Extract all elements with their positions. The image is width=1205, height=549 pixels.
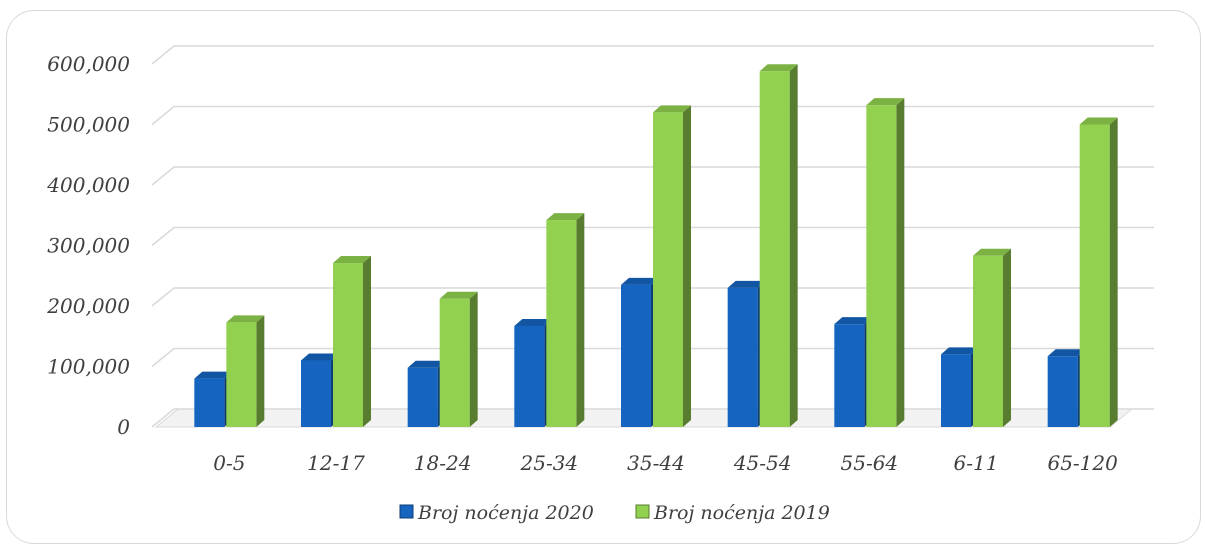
bar-front: [727, 287, 758, 427]
bar-front: [194, 378, 225, 427]
bar-front: [866, 105, 897, 427]
bar-top: [1079, 117, 1118, 125]
bar-top: [973, 248, 1011, 256]
legend-swatch: [399, 504, 414, 519]
bar-front: [301, 360, 331, 427]
bars: [194, 64, 1118, 428]
bar-front: [973, 255, 1003, 427]
bar-front: [834, 324, 865, 427]
y-tick-label: 300,000: [47, 234, 130, 258]
bar-front: [226, 322, 257, 427]
bar-front: [407, 367, 438, 427]
bar-side: [256, 315, 265, 427]
legend-item: Broj noćenja 2019: [635, 502, 830, 524]
gridline: [151, 347, 1154, 368]
bar-side: [363, 256, 371, 427]
x-tick-label: 6-11: [954, 451, 999, 475]
bar-top: [941, 347, 979, 355]
bar-side: [1003, 248, 1011, 427]
bar-side: [1109, 117, 1118, 427]
bar: [653, 105, 691, 428]
bar-top: [514, 318, 553, 326]
y-tick-label: 0: [117, 415, 130, 439]
bar-front: [514, 325, 545, 427]
bar-top: [621, 277, 659, 285]
bar-top: [1047, 349, 1086, 357]
bar: [333, 256, 371, 427]
bar-top: [546, 213, 585, 221]
bar-side: [683, 105, 691, 428]
x-tick-label: 18-24: [414, 451, 472, 475]
bar-side: [789, 64, 798, 427]
bar-front: [941, 354, 971, 427]
bar-top: [727, 280, 766, 288]
legend-item: Broj noćenja 2020: [399, 502, 594, 524]
gridline: [151, 226, 1154, 247]
legend-swatch: [635, 504, 650, 519]
bar-top: [653, 105, 691, 113]
x-tick-label: 55-64: [841, 451, 899, 475]
x-tick-label: 65-120: [1047, 451, 1118, 475]
bar-front: [333, 263, 363, 427]
bar: [759, 64, 798, 427]
bar-top: [759, 64, 798, 72]
bar-front: [439, 298, 470, 427]
gridline: [151, 45, 1154, 65]
y-tick-label: 400,000: [46, 173, 130, 197]
gridline: [151, 105, 1154, 126]
bar: [866, 98, 905, 427]
bar-front: [1047, 356, 1078, 427]
x-tick-label: 25-34: [520, 451, 579, 475]
bar-top: [866, 98, 905, 106]
bar-front: [653, 112, 683, 428]
bar-front: [1079, 124, 1110, 427]
x-tick-label: 0-5: [213, 451, 245, 475]
bar-front: [759, 71, 790, 427]
x-axis: 0-5 12-17 18-24 25-34 35-44 45-54 55-64 6-11 65-…: [213, 451, 1118, 475]
legend-label: Broj noćenja 2019: [653, 502, 830, 524]
bar-front: [546, 220, 577, 427]
bar: [1079, 117, 1118, 427]
bar-front: [621, 284, 651, 427]
y-tick-label: 200,000: [46, 294, 130, 318]
bar-top: [333, 256, 371, 264]
legend-label: Broj noćenja 2020: [417, 502, 594, 524]
bar-top: [194, 371, 233, 379]
x-tick-label: 12-17: [307, 451, 365, 475]
bar-top: [407, 360, 446, 368]
bar: [546, 213, 585, 427]
bar: [439, 291, 478, 427]
bar-top: [301, 353, 339, 361]
x-tick-label: 45-54: [733, 451, 792, 475]
bar: [226, 315, 265, 427]
bar-side: [576, 213, 585, 427]
y-tick-label: 500,000: [47, 113, 130, 137]
x-tick-label: 35-44: [627, 451, 685, 475]
gridline: [151, 166, 1154, 186]
bar: [973, 248, 1011, 427]
y-tick-label: 600,000: [47, 52, 130, 76]
y-axis: 0 100,000 200,000 300,000 400,000 500,000 600,…: [46, 52, 130, 439]
bar-side: [469, 291, 478, 427]
bar-top: [439, 291, 478, 299]
gridline: [151, 287, 1154, 307]
y-tick-label: 100,000: [47, 355, 130, 379]
legend: Broj noćenja 2020 Broj noćenja 2019: [399, 502, 830, 524]
gridline: [151, 408, 1154, 428]
bar-top: [834, 317, 873, 325]
bar-top: [226, 315, 265, 323]
bar-side: [896, 98, 905, 427]
